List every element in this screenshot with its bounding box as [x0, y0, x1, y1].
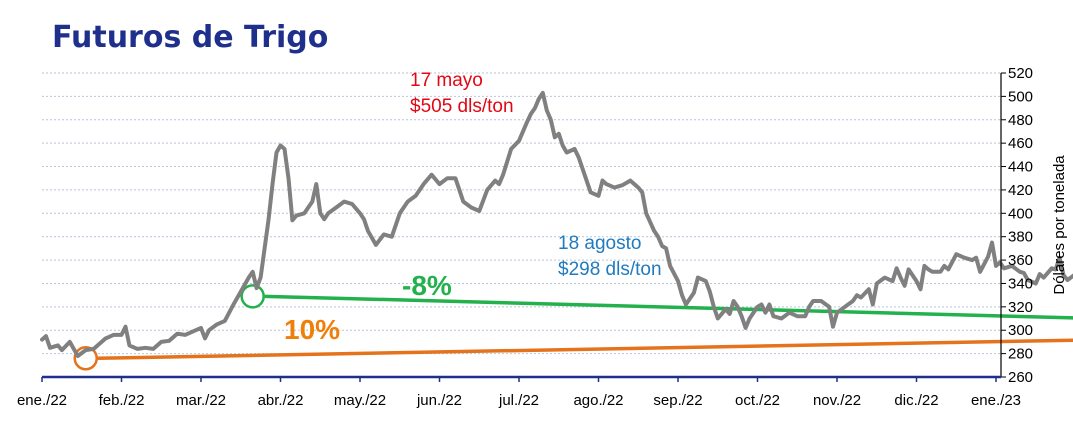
annotation-peak: $505 dls/ton: [410, 96, 514, 117]
y-tick-label: 480: [1008, 112, 1033, 129]
y-tick-label: 500: [1008, 88, 1033, 105]
trend-line-orange: [97, 338, 1073, 361]
trend-line-green: [264, 294, 1073, 320]
series-line: [40, 90, 1073, 358]
trend-lines: [73, 284, 1073, 371]
y-tick-label: 360: [1008, 252, 1033, 269]
x-tick-label: ago./22: [573, 392, 623, 409]
x-tick-label: ene./22: [17, 392, 67, 409]
x-tick-label: abr./22: [258, 392, 304, 409]
y-tick-label: 280: [1008, 346, 1033, 363]
y-tick-label: 460: [1008, 135, 1033, 152]
annotation-pct-green: -8%: [402, 270, 452, 301]
x-tick-label: dic./22: [894, 392, 938, 409]
y-tick-label: 340: [1008, 275, 1033, 292]
x-tick-label: ene./23: [971, 392, 1021, 409]
x-tick-label: jul./22: [498, 392, 539, 409]
trend-start-circle: [240, 284, 265, 309]
chart-title: Futuros de Trigo: [52, 20, 328, 55]
y-tick-label: 320: [1008, 299, 1033, 316]
annotation-aug: 18 agosto: [558, 233, 641, 254]
x-tick-label: jun./22: [416, 392, 462, 409]
y-tick-label: 440: [1008, 159, 1033, 176]
annotation-peak: 17 mayo: [410, 70, 483, 91]
annotations: 17 mayo $505 dls/ton 18 agosto $298 dls/ton…: [284, 70, 662, 345]
y-tick-label: 260: [1008, 369, 1033, 386]
series-layer: [40, 90, 1073, 358]
y-tick-label: 520: [1008, 65, 1033, 82]
x-tick-label: may./22: [334, 392, 386, 409]
y-axis-title: Dólares por tonelada: [1051, 155, 1068, 295]
x-tick-label: feb./22: [99, 392, 145, 409]
x-tick-label: mar./22: [176, 392, 226, 409]
y-tick-label: 420: [1008, 182, 1033, 199]
y-tick-label: 300: [1008, 322, 1033, 339]
y-tick-label: 380: [1008, 229, 1033, 246]
annotation-pct-orange: 10%: [284, 314, 340, 345]
annotation-aug: $298 dls/ton: [558, 259, 662, 280]
x-tick-label: oct./22: [735, 392, 780, 409]
x-tick-label: sep./22: [653, 392, 702, 409]
axes: 260 280 300 320 340 360 380 400 420 440 460 480 500 5…: [17, 65, 1068, 409]
x-tick-label: nov./22: [813, 392, 861, 409]
y-tick-label: 400: [1008, 205, 1033, 222]
